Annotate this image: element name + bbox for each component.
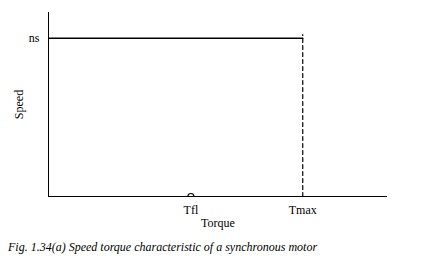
- svg-text:Torque: Torque: [201, 216, 235, 230]
- svg-text:Tfl: Tfl: [184, 203, 199, 217]
- svg-text:Speed: Speed: [12, 90, 26, 119]
- svg-text:Tmax: Tmax: [289, 203, 317, 217]
- svg-text:ns: ns: [29, 31, 40, 45]
- html-text:Fig. 1.34(a) Speed torque char: Fig. 1.34(a) Speed torque characteristic…: [8, 240, 318, 254]
